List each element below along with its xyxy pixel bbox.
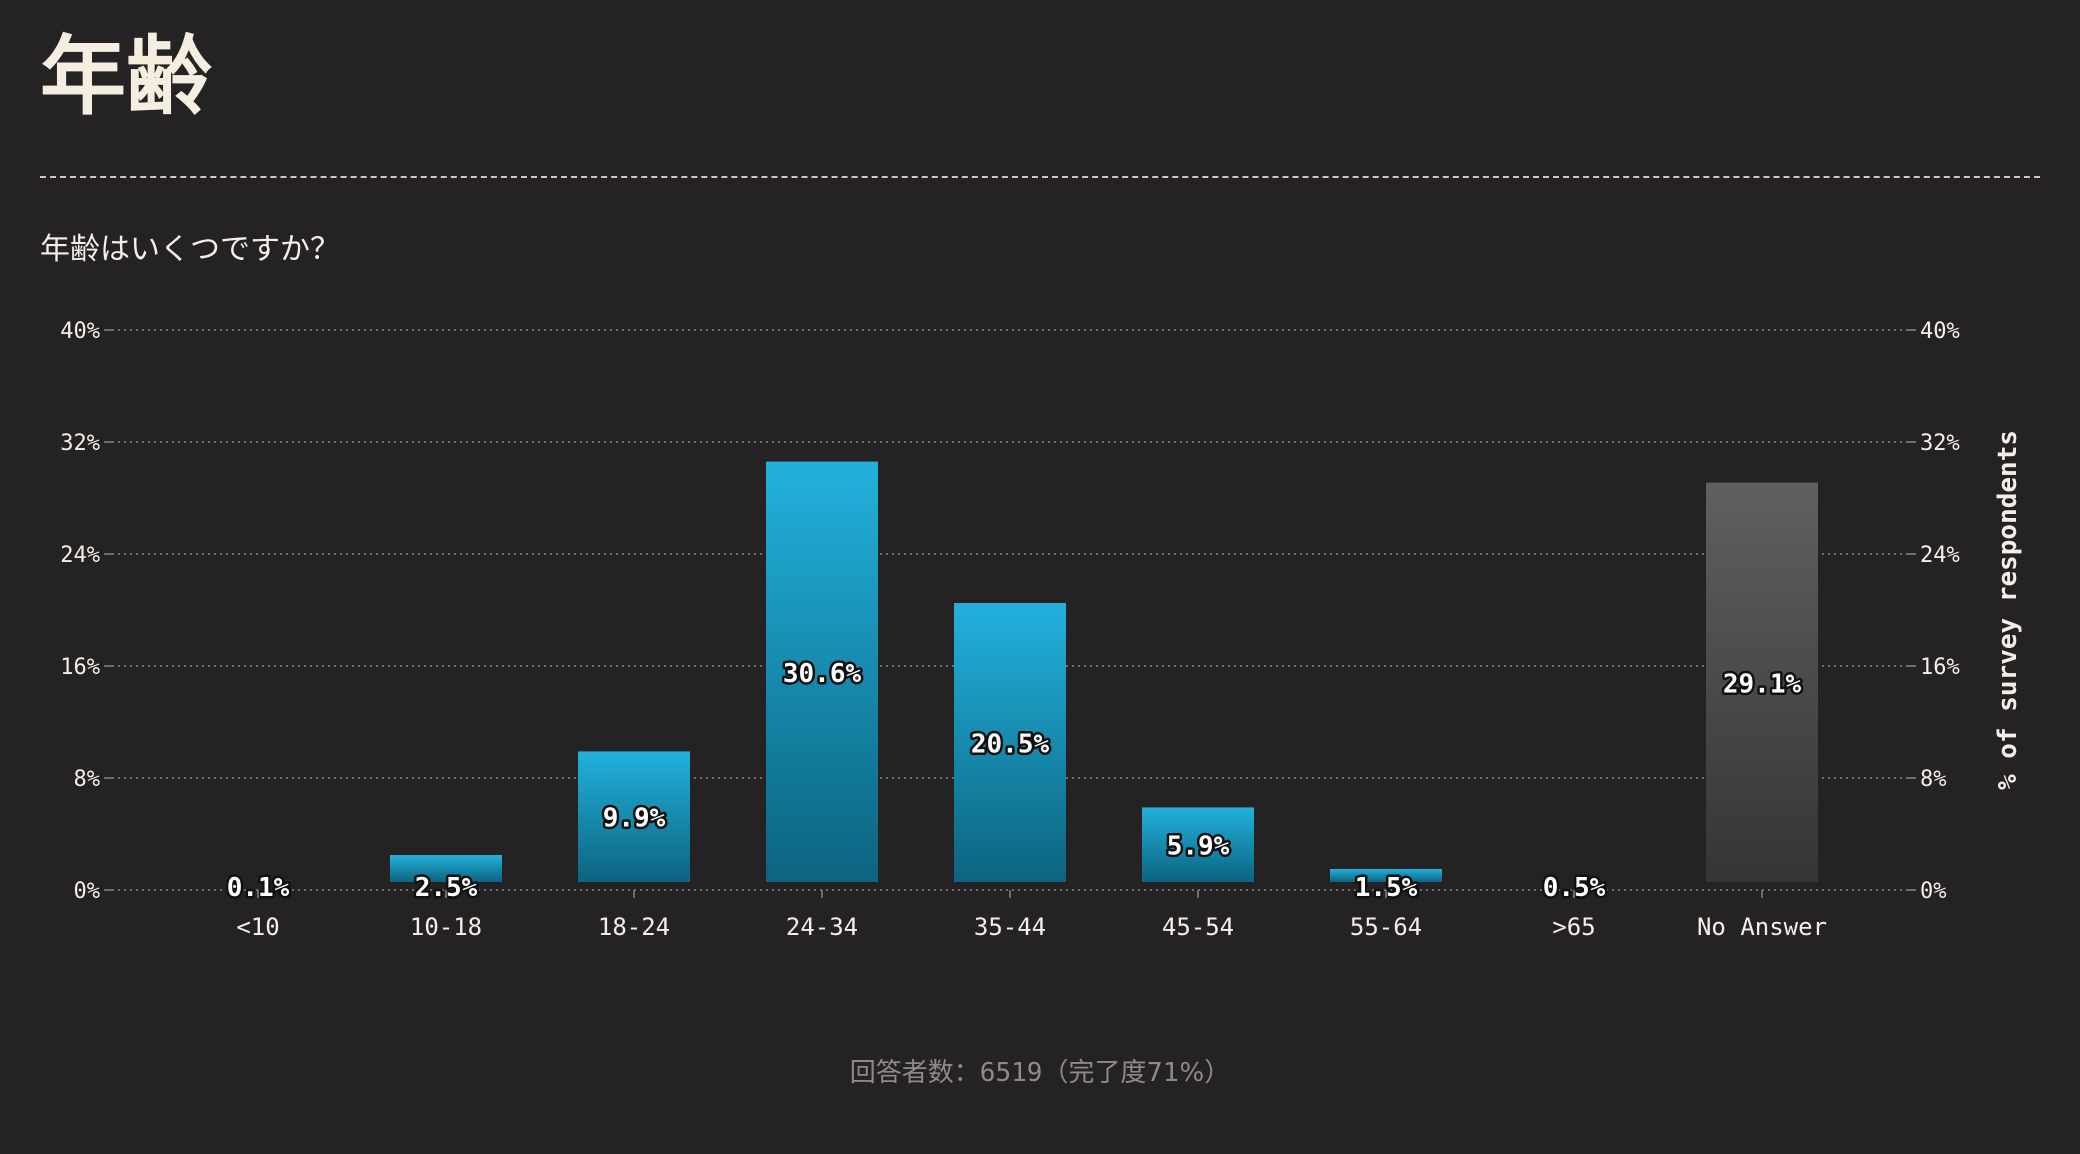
bars-layer: [390, 461, 1818, 882]
question-text: 年齢はいくつですか？: [40, 232, 340, 267]
bar-8: [1706, 482, 1818, 882]
data-label-1: 2.5%: [415, 873, 478, 903]
axis-layer: 0% 0% 8% 8% 16% 16% 24% 24% 32% 32% 40% 40% % of sur…: [60, 319, 2023, 941]
data-label-7: 0.5%: [1543, 873, 1606, 903]
bar-1: [390, 855, 502, 882]
y-axis-title: % of survey respondents: [1993, 430, 2023, 790]
y-tick-label-right: 40%: [1920, 319, 1960, 344]
respondents-label: 回答者数：: [849, 1058, 980, 1088]
data-label-5: 5.9%: [1167, 832, 1230, 862]
y-tick-label-right: 0%: [1920, 879, 1947, 904]
y-tick-label-right: 24%: [1920, 543, 1960, 568]
x-tick-label-0: <10: [236, 913, 279, 941]
y-tick-label-left: 0%: [74, 879, 101, 904]
y-tick-label-right: 8%: [1920, 767, 1947, 792]
data-label-0: 0.1%: [227, 873, 290, 903]
page-title: 年齢: [40, 27, 212, 127]
bar-3: [766, 461, 878, 882]
x-tick-label-3: 24-34: [786, 913, 858, 941]
title-divider: [40, 176, 2040, 178]
data-label-4: 20.5%: [971, 730, 1050, 760]
x-tick-label-4: 35-44: [974, 913, 1046, 941]
y-tick-label-right: 32%: [1920, 431, 1960, 456]
data-label-6: 1.5%: [1355, 873, 1418, 903]
y-tick-label-left: 24%: [60, 543, 100, 568]
footer: 回答者数：6519（完了度71%）: [0, 1052, 2080, 1089]
completion-text: （完了度71%）: [1042, 1058, 1231, 1088]
x-tick-label-7: >65: [1552, 913, 1595, 941]
x-tick-label-1: 10-18: [410, 913, 482, 941]
y-tick-label-left: 40%: [60, 319, 100, 344]
bar-2: [578, 751, 690, 882]
data-label-8: 29.1%: [1723, 669, 1802, 699]
bar-5: [1142, 807, 1254, 882]
y-tick-label-right: 16%: [1920, 655, 1960, 680]
bar-4: [954, 603, 1066, 882]
data-label-3: 30.6%: [783, 659, 862, 689]
labels-layer: 0.1% 2.5% 9.9% 30.6% 20.5% 5.9% 1.5% 0.5% 29.1%: [224, 656, 1804, 905]
data-label-2: 9.9%: [603, 804, 666, 834]
y-tick-label-left: 32%: [60, 431, 100, 456]
x-tick-label-6: 55-64: [1350, 913, 1422, 941]
y-tick-label-left: 8%: [74, 767, 101, 792]
x-tick-label-5: 45-54: [1162, 913, 1234, 941]
y-tick-label-left: 16%: [60, 655, 100, 680]
respondents-count: 6519: [979, 1058, 1043, 1088]
x-tick-label-2: 18-24: [598, 913, 670, 941]
bar-6: [1330, 869, 1442, 882]
bar-chart: 0.1% 2.5%9.9%30.6%20.5%5.9%1.5% 0.5%29.1% …: [60, 319, 2023, 941]
x-tick-label-8: No Answer: [1697, 913, 1827, 941]
